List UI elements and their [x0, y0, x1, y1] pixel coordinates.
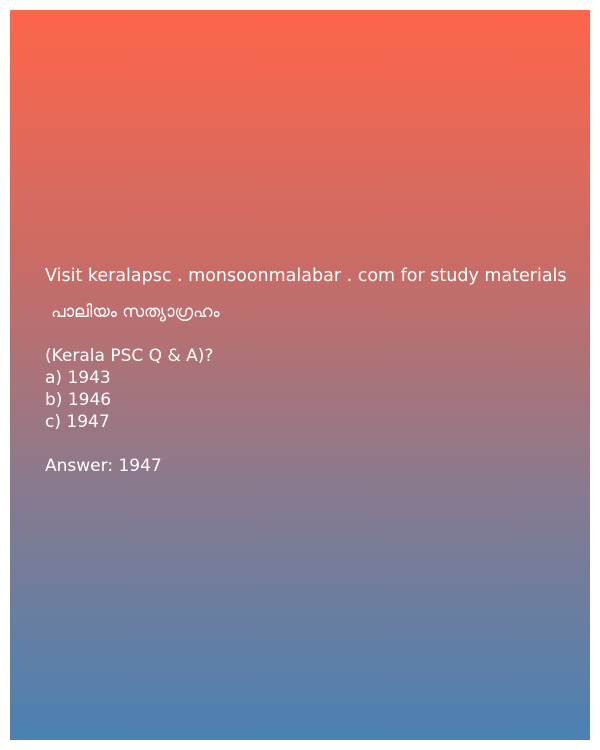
promo-text: Visit keralapsc . monsoonmalabar . com f…	[45, 266, 567, 286]
topic-title: പാലിയം സത്യാഗ്രഹം	[51, 302, 220, 322]
quiz-content: Visit keralapsc . monsoonmalabar . com f…	[45, 265, 585, 477]
quiz-card: Visit keralapsc . monsoonmalabar . com f…	[10, 10, 590, 740]
answer-text: Answer: 1947	[45, 456, 162, 476]
option-a: a) 1943	[45, 368, 111, 388]
option-c: c) 1947	[45, 412, 110, 432]
question-text: (Kerala PSC Q & A)?	[45, 346, 214, 366]
option-b: b) 1946	[45, 390, 112, 410]
